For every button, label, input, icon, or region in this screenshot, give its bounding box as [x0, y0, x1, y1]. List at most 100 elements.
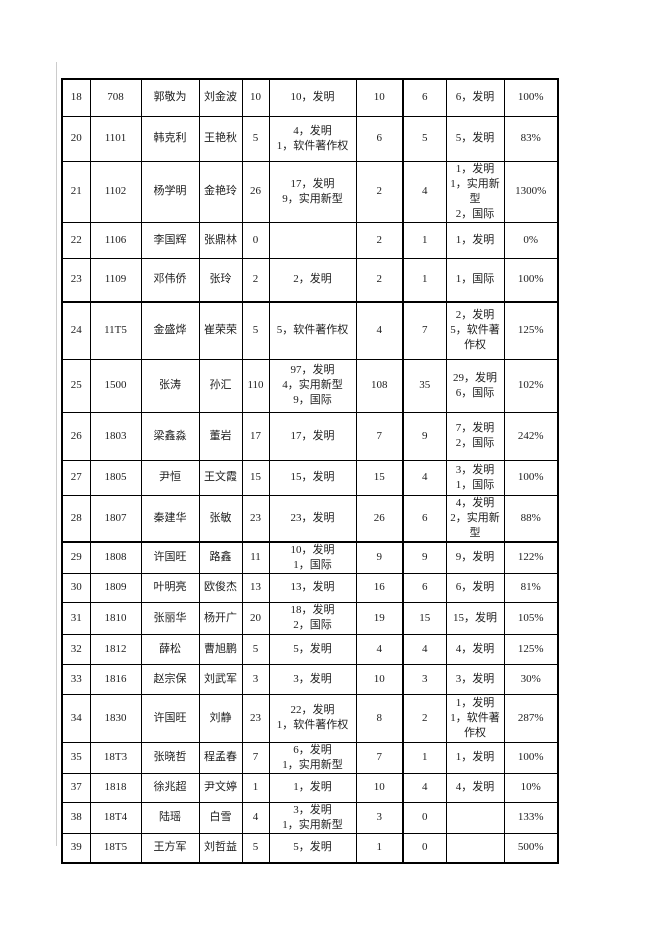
- table-cell[interactable]: 6，发明: [445, 572, 505, 603]
- table-cell[interactable]: 81%: [503, 572, 559, 603]
- table-cell[interactable]: 许国旺: [140, 541, 200, 574]
- table-cell[interactable]: 15: [355, 459, 404, 496]
- table-cell[interactable]: 7: [355, 411, 404, 461]
- table-cell[interactable]: 6: [402, 494, 447, 543]
- table-cell[interactable]: 5: [402, 115, 447, 162]
- table-cell[interactable]: 23: [61, 257, 91, 303]
- table-cell[interactable]: 26: [61, 411, 91, 461]
- table-cell[interactable]: 33: [61, 663, 91, 695]
- table-cell[interactable]: 1: [241, 772, 270, 803]
- table-cell[interactable]: 28: [61, 494, 91, 543]
- table-cell[interactable]: 王文霞: [198, 459, 243, 496]
- table-cell[interactable]: 杨学明: [140, 160, 200, 223]
- table-cell[interactable]: 5，发明: [268, 633, 357, 665]
- table-cell[interactable]: 110: [241, 358, 270, 413]
- table-cell[interactable]: 5，发明: [445, 115, 505, 162]
- table-cell[interactable]: 2，发明 5，软件著作权: [445, 301, 505, 360]
- table-cell[interactable]: 10，发明 1，国际: [268, 541, 357, 574]
- table-cell[interactable]: 122%: [503, 541, 559, 574]
- table-cell[interactable]: 张涛: [140, 358, 200, 413]
- table-cell[interactable]: 5: [241, 115, 270, 162]
- table-cell[interactable]: [445, 832, 505, 864]
- table-cell[interactable]: 3，发明: [445, 663, 505, 695]
- table-cell[interactable]: 10: [355, 78, 404, 117]
- table-cell[interactable]: 29: [61, 541, 91, 574]
- table-cell[interactable]: 金艳玲: [198, 160, 243, 223]
- table-cell[interactable]: 10，发明: [268, 78, 357, 117]
- table-cell[interactable]: 1500: [89, 358, 142, 413]
- table-cell[interactable]: 1: [355, 832, 404, 864]
- table-cell[interactable]: 王方军: [140, 832, 200, 864]
- table-cell[interactable]: 崔荣荣: [198, 301, 243, 360]
- table-cell[interactable]: 4: [355, 301, 404, 360]
- table-cell[interactable]: 4: [402, 772, 447, 803]
- table-cell[interactable]: 梁鑫淼: [140, 411, 200, 461]
- table-cell[interactable]: 34: [61, 693, 91, 743]
- table-cell[interactable]: 1101: [89, 115, 142, 162]
- table-cell[interactable]: 35: [402, 358, 447, 413]
- table-cell[interactable]: 6，发明: [445, 78, 505, 117]
- table-cell[interactable]: 500%: [503, 832, 559, 864]
- table-cell[interactable]: 白雪: [198, 801, 243, 834]
- table-cell[interactable]: 1805: [89, 459, 142, 496]
- table-cell[interactable]: 陆瑶: [140, 801, 200, 834]
- table-cell[interactable]: 尹文婷: [198, 772, 243, 803]
- table-cell[interactable]: 2，发明: [268, 257, 357, 303]
- table-cell[interactable]: 张鼎林: [198, 221, 243, 259]
- table-cell[interactable]: 5: [241, 301, 270, 360]
- table-cell[interactable]: 1102: [89, 160, 142, 223]
- table-cell[interactable]: 10: [355, 663, 404, 695]
- table-cell[interactable]: 4，发明: [445, 633, 505, 665]
- table-cell[interactable]: 2: [355, 221, 404, 259]
- table-cell[interactable]: 100%: [503, 78, 559, 117]
- table-cell[interactable]: 1809: [89, 572, 142, 603]
- table-cell[interactable]: 125%: [503, 301, 559, 360]
- table-cell[interactable]: 100%: [503, 741, 559, 774]
- table-cell[interactable]: 38: [61, 801, 91, 834]
- table-cell[interactable]: 242%: [503, 411, 559, 461]
- table-cell[interactable]: 3: [402, 663, 447, 695]
- table-cell[interactable]: 4: [355, 633, 404, 665]
- table-cell[interactable]: 路鑫: [198, 541, 243, 574]
- table-cell[interactable]: 24: [61, 301, 91, 360]
- table-cell[interactable]: 张丽华: [140, 601, 200, 635]
- table-cell[interactable]: 37: [61, 772, 91, 803]
- table-cell[interactable]: 1807: [89, 494, 142, 543]
- table-cell[interactable]: 125%: [503, 633, 559, 665]
- table-cell[interactable]: 7: [241, 741, 270, 774]
- table-cell[interactable]: 23: [241, 693, 270, 743]
- table-cell[interactable]: 1，发明 1，软件著作权: [445, 693, 505, 743]
- table-cell[interactable]: 39: [61, 832, 91, 864]
- table-cell[interactable]: 23，发明: [268, 494, 357, 543]
- table-cell[interactable]: 108: [355, 358, 404, 413]
- table-cell[interactable]: 3，发明 1，国际: [445, 459, 505, 496]
- table-cell[interactable]: 张晓哲: [140, 741, 200, 774]
- table-cell[interactable]: [445, 801, 505, 834]
- table-cell[interactable]: 13，发明: [268, 572, 357, 603]
- table-cell[interactable]: 10: [355, 772, 404, 803]
- table-cell[interactable]: 17: [241, 411, 270, 461]
- table-cell[interactable]: 3: [355, 801, 404, 834]
- table-cell[interactable]: 刘哲益: [198, 832, 243, 864]
- table-cell[interactable]: 15: [402, 601, 447, 635]
- table-cell[interactable]: 10: [241, 78, 270, 117]
- table-cell[interactable]: 7: [402, 301, 447, 360]
- table-cell[interactable]: 18: [61, 78, 91, 117]
- table-cell[interactable]: 8: [355, 693, 404, 743]
- table-cell[interactable]: 欧俊杰: [198, 572, 243, 603]
- table-cell[interactable]: 4，发明 2，实用新型: [445, 494, 505, 543]
- table-cell[interactable]: 11: [241, 541, 270, 574]
- table-cell[interactable]: 1: [402, 257, 447, 303]
- table-cell[interactable]: 15: [241, 459, 270, 496]
- table-cell[interactable]: 尹恒: [140, 459, 200, 496]
- table-cell[interactable]: 1，国际: [445, 257, 505, 303]
- table-cell[interactable]: 张玲: [198, 257, 243, 303]
- table-cell[interactable]: 刘金波: [198, 78, 243, 117]
- table-cell[interactable]: [268, 221, 357, 259]
- table-cell[interactable]: 邓伟侨: [140, 257, 200, 303]
- table-cell[interactable]: 5: [241, 633, 270, 665]
- table-cell[interactable]: 0: [402, 832, 447, 864]
- table-cell[interactable]: 1808: [89, 541, 142, 574]
- table-cell[interactable]: 97，发明 4，实用新型 9，国际: [268, 358, 357, 413]
- table-cell[interactable]: 9: [402, 541, 447, 574]
